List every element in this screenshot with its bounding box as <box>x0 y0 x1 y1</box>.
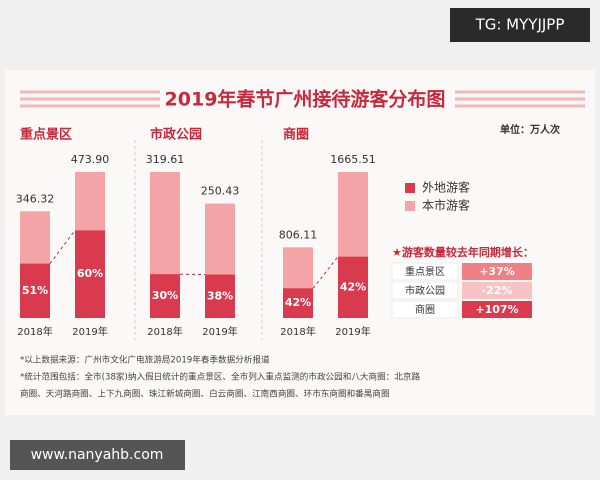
value-label: 806.11 <box>279 228 318 241</box>
growth-value-cell <box>462 301 532 318</box>
share-label: 30% <box>152 289 178 302</box>
share-label: 38% <box>207 289 233 302</box>
note: *以上数据来源：广州市文化广电旅游局2019年春季数据分析报道 <box>20 354 270 366</box>
x-tick-label: 2019年 <box>202 325 237 338</box>
legend-swatch <box>405 183 415 193</box>
bar-external <box>20 263 50 318</box>
title-stripes <box>20 90 585 108</box>
value-label: 1665.51 <box>330 153 376 166</box>
share-label: 42% <box>340 280 366 293</box>
value-label: 250.43 <box>201 185 240 198</box>
bar-external <box>338 256 368 318</box>
share-label: 51% <box>22 284 48 297</box>
growth-label: 商圈 <box>415 303 435 316</box>
bar-external <box>205 274 235 318</box>
x-tick-label: 2019年 <box>72 325 107 338</box>
growth-label: 重点景区 <box>405 265 445 278</box>
growth-value: -22% <box>482 284 513 297</box>
x-tick-label: 2019年 <box>335 325 370 338</box>
note: 商圈、天河路商圈、上下九商圈、珠江新城商圈、白云商圈、江南西商圈、环市东商圈和番… <box>20 388 390 400</box>
growth-value: +107% <box>475 303 518 316</box>
growth-value-cell <box>462 263 532 280</box>
value-label: 473.90 <box>71 153 110 166</box>
growth-title: ★游客数量较去年同期增长： <box>392 245 534 259</box>
bar-external <box>283 288 313 318</box>
value-label: 346.32 <box>16 192 55 205</box>
connector <box>312 256 339 289</box>
watermark: TG: MYYJJPP <box>475 16 565 34</box>
share-label: 42% <box>285 296 311 309</box>
growth-value-cell <box>462 282 532 299</box>
bar-external <box>150 274 180 318</box>
growth-label-cell <box>391 300 459 319</box>
note: *统计范围包括：全市(38家)纳入假日统计的重点景区、全市列入重点监测的市政公园… <box>20 371 420 383</box>
legend-label: 外地游客 <box>422 180 470 195</box>
watermark-box <box>450 8 590 42</box>
x-tick-label: 2018年 <box>17 325 52 338</box>
growth-label-cell <box>391 262 459 281</box>
connector <box>49 230 76 264</box>
growth-label: 市政公园 <box>405 284 445 297</box>
unit: 单位：万人次 <box>500 123 560 136</box>
share-label: 60% <box>77 267 103 280</box>
x-tick-label: 2018年 <box>280 325 315 338</box>
growth-value: +37% <box>479 265 515 278</box>
value-label: 319.61 <box>146 153 185 166</box>
panel-title: 市政公园 <box>150 127 202 143</box>
x-tick-label: 2018年 <box>147 325 182 338</box>
footer-box <box>10 440 185 470</box>
bar-external <box>75 230 105 318</box>
panel-title: 重点景区 <box>20 127 72 143</box>
growth-label-cell <box>391 281 459 300</box>
legend-label: 本市游客 <box>422 198 470 213</box>
panel-title: 商圈 <box>283 127 309 143</box>
legend-swatch <box>405 201 415 211</box>
chart-title: 2019年春节广州接待游客分布图 <box>165 88 446 111</box>
footer: www.nanyahb.com <box>31 447 164 463</box>
